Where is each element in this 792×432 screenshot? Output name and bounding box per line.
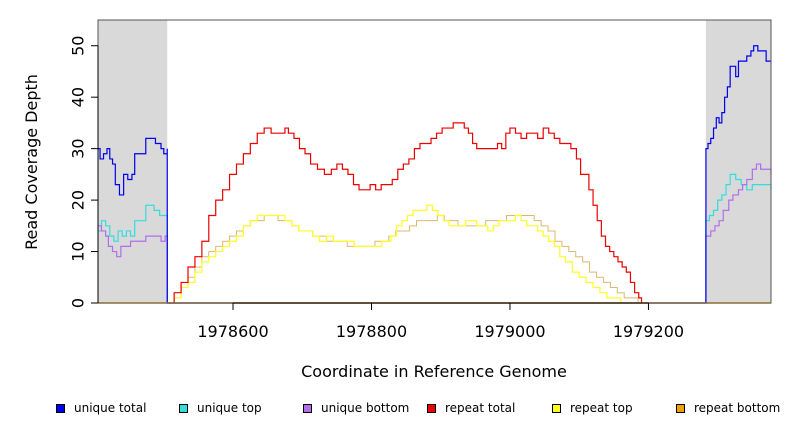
- y-tick-label: 10: [69, 241, 88, 261]
- series-line-unique-top: [98, 173, 772, 304]
- legend-label: unique top: [197, 401, 262, 415]
- x-tick-label: 1978600: [197, 322, 268, 341]
- series-lines: [98, 45, 772, 304]
- legend-label: repeat total: [445, 401, 516, 415]
- legend-label: repeat bottom: [694, 401, 781, 415]
- legend-item-repeat-top: repeat top: [552, 398, 633, 418]
- legend: unique total unique top unique bottom re…: [0, 398, 792, 422]
- legend-swatch-repeat-top: [552, 403, 561, 413]
- legend-swatch-repeat-total: [427, 403, 436, 413]
- series-line-unique-bottom: [98, 163, 772, 304]
- legend-item-repeat-bottom: repeat bottom: [676, 398, 780, 418]
- series-line-repeat-top: [167, 204, 622, 304]
- legend-label: repeat top: [570, 401, 633, 415]
- legend-label: unique total: [74, 401, 147, 415]
- y-tick-label: 40: [69, 87, 88, 107]
- series-line-repeat-bottom-overlay: [167, 215, 639, 304]
- legend-swatch-repeat-bottom: [676, 403, 685, 413]
- legend-item-repeat-total: repeat total: [427, 398, 515, 418]
- legend-item-unique-bottom: unique bottom: [303, 398, 409, 418]
- x-axis: 1978600 1978800 1979000 1979200: [197, 302, 684, 341]
- y-axis: 0 10 20 30 40 50: [69, 36, 99, 308]
- legend-swatch-unique-total: [56, 403, 65, 413]
- y-tick-label: 20: [69, 190, 88, 210]
- x-axis-title: Coordinate in Reference Genome: [301, 362, 567, 381]
- series-line-repeat-total: [167, 122, 643, 304]
- shaded-regions: [98, 20, 771, 303]
- coverage-chart: 1978600 1978800 1979000 1979200 0 10 20 30 40 50…: [22, 19, 772, 381]
- legend-swatch-unique-top: [179, 403, 188, 413]
- y-tick-label: 0: [69, 298, 88, 308]
- legend-swatch-unique-bottom: [303, 403, 312, 413]
- x-tick-label: 1979000: [474, 322, 545, 341]
- x-tick-label: 1979200: [613, 322, 684, 341]
- plot-frame: [97, 19, 772, 304]
- y-tick-label: 50: [69, 36, 88, 56]
- y-axis-title: Read Coverage Depth: [22, 74, 41, 250]
- legend-label: unique bottom: [321, 401, 410, 415]
- series-line-unique-total: [98, 45, 771, 304]
- legend-item-unique-total: unique total: [56, 398, 146, 418]
- x-tick-label: 1978800: [336, 322, 407, 341]
- shaded-region-0: [98, 20, 168, 303]
- legend-item-unique-top: unique top: [179, 398, 262, 418]
- y-tick-label: 30: [69, 138, 88, 158]
